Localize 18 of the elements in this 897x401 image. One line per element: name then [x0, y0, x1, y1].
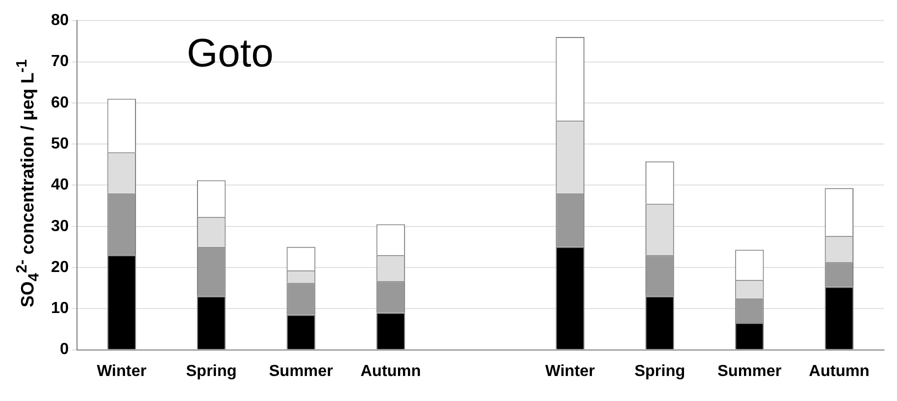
x-tick-label: Autumn	[808, 362, 870, 380]
y-tick-label: 50	[51, 135, 69, 152]
x-tick-label: Spring	[634, 362, 686, 380]
y-tick-label: 10	[51, 300, 69, 318]
y-tick-label: 0	[60, 341, 69, 358]
x-tick-label: Winter	[545, 362, 595, 380]
y-tick-label: 30	[51, 218, 69, 235]
x-tick-label: Autumn	[360, 362, 421, 380]
x-tick-label: Summer	[269, 362, 334, 380]
x-tick-label: Spring	[186, 362, 237, 380]
y-tick-label: 60	[51, 94, 69, 112]
x-tick-label: Winter	[96, 362, 146, 380]
y-tick-label: 70	[51, 53, 69, 70]
annotation: Goto	[186, 32, 274, 76]
y-tick-label: 80	[51, 12, 69, 30]
y-tick-label: 40	[51, 176, 69, 194]
y-tick-label: 20	[51, 258, 69, 276]
x-tick-label: Summer	[717, 362, 782, 380]
